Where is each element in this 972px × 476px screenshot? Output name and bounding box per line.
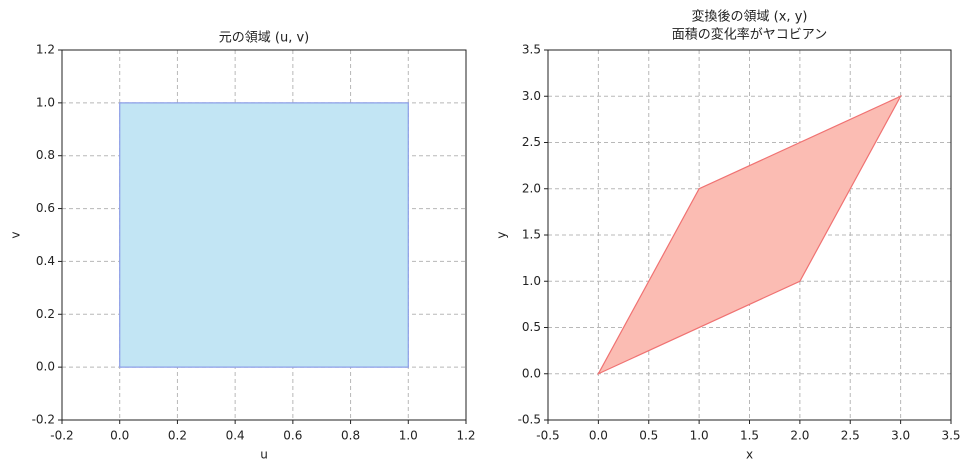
x-tick-label: 2.0 [790, 429, 809, 443]
chart-subtitle: 面積の変化率がヤコビアン [672, 27, 827, 43]
x-axis-label: u [260, 448, 268, 462]
y-tick-label: 0.5 [522, 320, 541, 334]
x-tick-label: 1.2 [456, 429, 475, 443]
x-tick-label: 1.0 [399, 429, 418, 443]
x-tick-label: 0.4 [226, 429, 245, 443]
y-tick-label: 2.0 [522, 181, 541, 195]
y-tick-label: 0.0 [522, 366, 541, 380]
y-tick-label: 0.4 [36, 254, 55, 268]
y-tick-label: -0.5 [518, 413, 541, 427]
x-tick-label: 0.5 [639, 429, 658, 443]
y-axis-label: y [495, 231, 509, 238]
y-tick-label: -0.2 [32, 413, 55, 427]
x-tick-label: 0.2 [168, 429, 187, 443]
y-tick-label: 0.6 [36, 201, 55, 215]
y-tick-label: 0.0 [36, 360, 55, 374]
y-tick-label: 1.2 [36, 43, 55, 57]
x-axis-label: x [746, 448, 753, 462]
y-tick-label: 1.5 [522, 228, 541, 242]
y-tick-label: 1.0 [522, 274, 541, 288]
x-tick-label: 3.5 [941, 429, 960, 443]
x-tick-label: 0.0 [110, 429, 129, 443]
axes-frame [547, 49, 952, 421]
x-tick-label: 1.5 [740, 429, 759, 443]
y-tick-label: 0.2 [36, 307, 55, 321]
y-tick-label: 3.5 [522, 43, 541, 57]
x-tick-label: -0.2 [50, 429, 73, 443]
y-tick-label: 3.0 [522, 89, 541, 103]
x-tick-label: -0.5 [536, 429, 559, 443]
x-tick-label: 3.0 [891, 429, 910, 443]
region [119, 102, 409, 368]
x-tick-label: 1.0 [690, 429, 709, 443]
x-tick-label: 0.0 [589, 429, 608, 443]
y-tick-label: 0.8 [36, 148, 55, 162]
region [596, 94, 903, 376]
y-tick-label: 2.5 [522, 135, 541, 149]
y-axis-label: v [9, 231, 23, 238]
y-tick-label: 1.0 [36, 95, 55, 109]
x-tick-label: 0.8 [341, 429, 360, 443]
x-tick-label: 2.5 [841, 429, 860, 443]
axes-frame [61, 49, 467, 421]
chart-title: 変換後の領域 (x, y) [692, 9, 808, 25]
x-tick-label: 0.6 [283, 429, 302, 443]
chart-title: 元の領域 (u, v) [219, 30, 309, 46]
